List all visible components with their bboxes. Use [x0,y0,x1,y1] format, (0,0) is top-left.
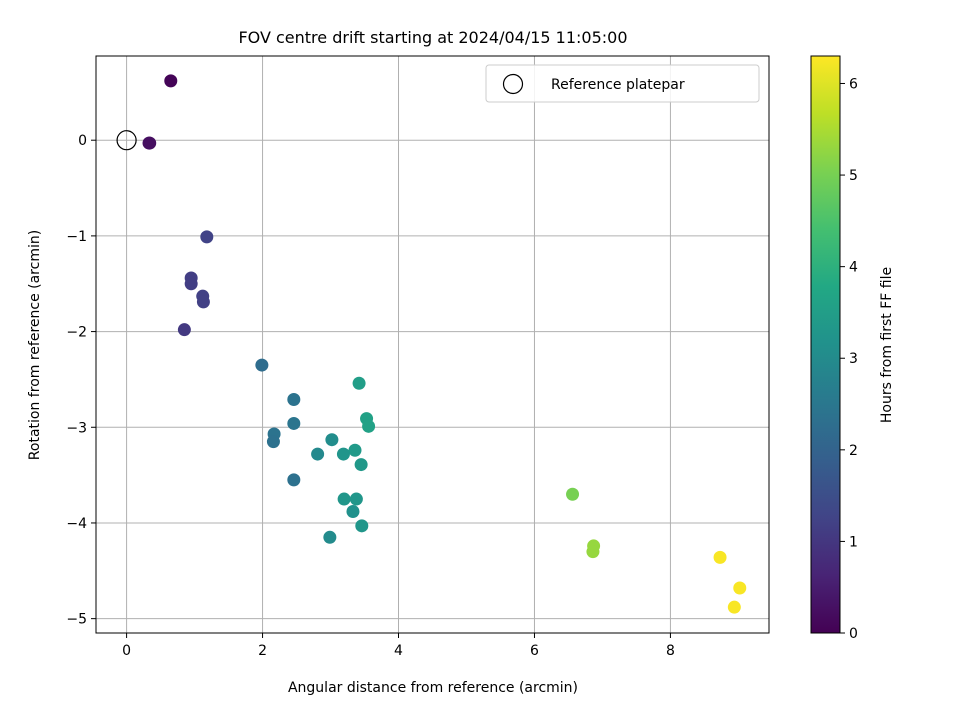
y-tick-label: 0 [78,133,87,149]
colorbar-ticks: 0 1 2 3 4 5 6 [840,76,858,642]
chart-title: FOV centre drift starting at 2024/04/15 … [238,28,627,47]
y-tick-label: −5 [66,612,87,628]
plot-area-frame [95,55,770,634]
y-tick-label: −3 [66,420,87,436]
colorbar-tick-label: 0 [849,626,858,642]
x-axis-ticks: 0 2 4 6 8 [122,633,675,659]
scatter-point [255,358,269,372]
scatter-point [177,323,191,337]
legend-entry-reference: Reference platepar [551,77,685,93]
scatter-point [142,136,156,150]
x-tick-label: 6 [530,643,539,659]
scatter-point [336,447,350,461]
scatter-point [184,277,198,291]
legend-marker-reference [502,73,524,95]
scatter-point [733,581,747,595]
y-axis-label: Rotation from reference (arcmin) [27,230,43,460]
scatter-point [287,473,301,487]
colorbar-tick-label: 4 [849,260,858,276]
scatter-point [287,416,301,430]
colorbar-tick-label: 3 [849,351,858,367]
y-axis-ticks: 0 −1 −2 −3 −4 −5 [66,133,96,628]
reference-platepar-marker [116,130,137,151]
scatter-point [287,393,301,407]
y-tick-label: −2 [66,325,87,341]
scatter-point [200,230,214,244]
scatter-points [116,74,747,614]
scatter-point [349,492,363,506]
legend: Reference platepar [485,64,760,103]
x-tick-label: 4 [394,643,403,659]
scatter-point [713,550,727,564]
scatter-point [323,530,337,544]
colorbar-tick-label: 6 [849,76,858,92]
scatter-point [346,504,360,518]
scatter-point [354,458,368,472]
x-tick-label: 2 [258,643,267,659]
scatter-point [362,419,376,433]
x-tick-label: 8 [666,643,675,659]
colorbar-tick-label: 1 [849,534,858,550]
scatter-point [352,376,366,390]
scatter-point [586,545,600,559]
x-tick-label: 0 [122,643,131,659]
y-tick-label: −1 [66,229,87,245]
scatter-point [164,74,178,88]
scatter-point [196,295,210,309]
legend-box [485,64,760,103]
colorbar-tick-label: 2 [849,443,858,459]
scatter-point [355,519,369,533]
x-axis-label: Angular distance from reference (arcmin) [288,680,578,696]
colorbar [810,55,841,634]
scatter-point [337,492,351,506]
scatter-point [727,600,741,614]
y-tick-label: −4 [66,516,87,532]
colorbar-label: Hours from first FF file [879,267,895,423]
scatter-point [348,443,362,457]
scatter-point [566,487,580,501]
colorbar-tick-label: 5 [849,168,858,184]
scatter-point [266,435,280,449]
scatter-point [311,447,325,461]
grid-lines [96,56,769,633]
scatter-point [325,433,339,447]
